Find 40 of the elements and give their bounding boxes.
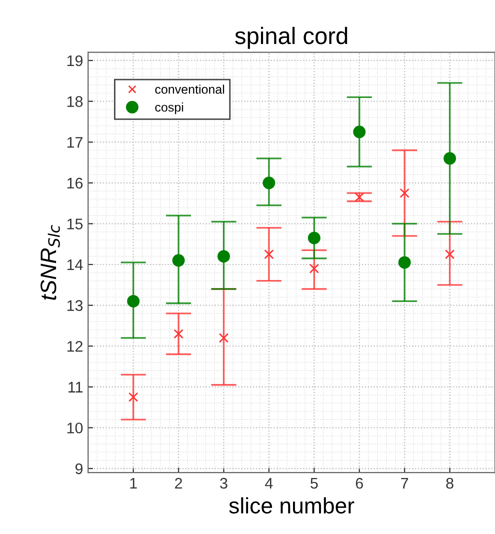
x-tick-label: 6 bbox=[356, 478, 363, 489]
point bbox=[308, 232, 320, 244]
legend-label: conventional bbox=[155, 84, 224, 94]
y-tick-label: 16 bbox=[67, 178, 83, 189]
chart-title: spinal cord bbox=[235, 26, 348, 49]
y-axis-title: tSNR$_{Slc}$ bbox=[40, 224, 60, 300]
x-tick-label: 8 bbox=[446, 478, 454, 489]
x-tick-label: 4 bbox=[265, 478, 273, 489]
point bbox=[262, 176, 276, 190]
y-tick-label: 12 bbox=[67, 340, 82, 352]
point bbox=[400, 188, 410, 198]
y-tick-label: 11 bbox=[68, 382, 83, 392]
x-tick-label: 7 bbox=[401, 478, 408, 489]
point bbox=[444, 249, 455, 260]
point bbox=[217, 250, 230, 263]
point bbox=[172, 254, 185, 267]
x-axis-title: slice number bbox=[229, 497, 354, 514]
point bbox=[398, 256, 411, 269]
legend-label: cospi bbox=[155, 102, 184, 114]
point bbox=[444, 152, 456, 165]
x-tick-label: 2 bbox=[175, 478, 182, 489]
x-tick-label: 1 bbox=[130, 478, 137, 489]
point bbox=[354, 192, 364, 202]
y-tick-label: 17 bbox=[67, 137, 82, 148]
x-tick-label: 3 bbox=[220, 478, 228, 489]
point bbox=[128, 392, 138, 402]
point bbox=[353, 126, 366, 138]
point bbox=[309, 264, 320, 274]
point bbox=[127, 294, 140, 308]
y-tick-label: 18 bbox=[67, 96, 83, 107]
point bbox=[264, 249, 274, 260]
point bbox=[174, 329, 184, 339]
y-tick-label: 9 bbox=[75, 463, 83, 474]
y-tick-label: 10 bbox=[67, 422, 83, 434]
x-tick-label: 5 bbox=[310, 478, 318, 489]
y-tick-label: 13 bbox=[67, 300, 83, 311]
point bbox=[218, 333, 229, 343]
y-tick-label: 14 bbox=[67, 260, 83, 270]
y-tick-label: 19 bbox=[67, 55, 83, 66]
y-tick-label: 15 bbox=[67, 218, 83, 230]
